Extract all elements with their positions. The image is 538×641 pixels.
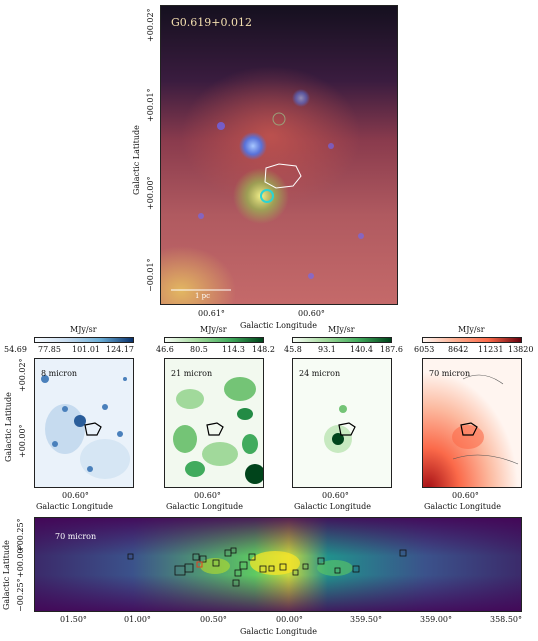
panel-24micron-label: 24 micron <box>299 369 341 378</box>
panel-70micron-image <box>423 359 521 487</box>
cbar1-tick-3: 101.01 <box>72 345 100 354</box>
cbar-unit-2: MJy/sr <box>200 325 227 334</box>
panel-8micron: 8 micron <box>34 358 134 488</box>
colorbar-1 <box>34 337 134 343</box>
panel2-xlabel: Galactic Longitude <box>166 502 243 511</box>
bottom-xlabel: Galactic Longitude <box>240 627 317 636</box>
bottom-xtick-2: 01.00° <box>124 615 151 624</box>
panel-24micron: 24 micron <box>292 358 392 488</box>
panel1-xtick: 00.60° <box>62 491 89 500</box>
main-panel-title: G0.619+0.012 <box>171 16 252 29</box>
cbar3-tick-3: 140.4 <box>350 345 373 354</box>
main-ytick-1: +00.02° <box>146 8 155 42</box>
bottom-xtick-3: 00.50° <box>200 615 227 624</box>
cbar1-tick-2: 77.85 <box>38 345 61 354</box>
panel-21micron-label: 21 micron <box>171 369 213 378</box>
colorbar-3 <box>292 337 392 343</box>
bottom-ylabel: Galactic Latitude <box>2 540 11 610</box>
main-xtick-1: 00.61° <box>198 309 225 318</box>
cbar3-tick-2: 93.1 <box>318 345 336 354</box>
colorbar-2 <box>164 337 264 343</box>
main-ylabel: Galactic Latitude <box>132 125 141 195</box>
panel-8micron-image <box>35 359 133 487</box>
panel2-xtick: 00.60° <box>194 491 221 500</box>
cbar4-tick-4: 13820 <box>508 345 534 354</box>
panel3-xtick: 00.60° <box>322 491 349 500</box>
bottom-xtick-7: 358.50° <box>490 615 522 624</box>
small-ytick-2: +00.00° <box>18 424 27 458</box>
panel-24micron-image <box>293 359 391 487</box>
main-rgb-panel: G0.619+0.012 1 pc <box>160 5 398 305</box>
bottom-panel: 70 micron <box>34 517 522 612</box>
main-xtick-2: 00.60° <box>298 309 325 318</box>
bottom-xtick-4: 00.00° <box>276 615 303 624</box>
main-ytick-4: −00.01° <box>146 258 155 292</box>
cbar3-tick-4: 187.6 <box>380 345 403 354</box>
bottom-ytick-2: +00.00° <box>16 544 25 578</box>
scalebar-label: 1 pc <box>195 292 211 300</box>
panel3-xlabel: Galactic Longitude <box>294 502 371 511</box>
main-xlabel: Galactic Longitude <box>240 321 317 330</box>
cbar2-tick-4: 148.2 <box>252 345 275 354</box>
cbar4-tick-2: 8642 <box>448 345 469 354</box>
panel-8micron-label: 8 micron <box>41 369 78 378</box>
cbar2-tick-1: 46.6 <box>156 345 174 354</box>
cbar-unit-3: MJy/sr <box>328 325 355 334</box>
cbar3-tick-1: 45.8 <box>284 345 302 354</box>
cbar4-tick-3: 11231 <box>478 345 504 354</box>
cbar2-tick-3: 114.3 <box>222 345 245 354</box>
bottom-ytick-3: −00.25° <box>16 578 25 612</box>
colorbar-4 <box>422 337 522 343</box>
bottom-xtick-5: 359.50° <box>350 615 382 624</box>
panel-21micron-image <box>165 359 263 487</box>
bottom-xtick-1: 01.50° <box>60 615 87 624</box>
cbar4-tick-1: 6053 <box>414 345 435 354</box>
cbar2-tick-2: 80.5 <box>190 345 208 354</box>
main-rgb-image <box>161 6 397 304</box>
bottom-panel-label: 70 micron <box>55 532 97 541</box>
bottom-xtick-6: 359.00° <box>420 615 452 624</box>
cbar1-tick-1: 54.69 <box>4 345 27 354</box>
panel-70micron-label: 70 micron <box>429 369 471 378</box>
small-ylabel: Galactic Latitude <box>4 392 13 462</box>
bottom-image <box>35 518 521 611</box>
cbar-unit-1: MJy/sr <box>70 325 97 334</box>
main-ytick-3: +00.00° <box>146 176 155 210</box>
panel1-xlabel: Galactic Longitude <box>36 502 113 511</box>
panel-21micron: 21 micron <box>164 358 264 488</box>
small-ytick-1: +00.02° <box>18 358 27 392</box>
cbar-unit-4: MJy/sr <box>458 325 485 334</box>
panel4-xtick: 00.60° <box>452 491 479 500</box>
cbar1-tick-4: 124.17 <box>106 345 134 354</box>
main-ytick-2: +00.01° <box>146 88 155 122</box>
panel-70micron: 70 micron <box>422 358 522 488</box>
panel4-xlabel: Galactic Longitude <box>424 502 501 511</box>
